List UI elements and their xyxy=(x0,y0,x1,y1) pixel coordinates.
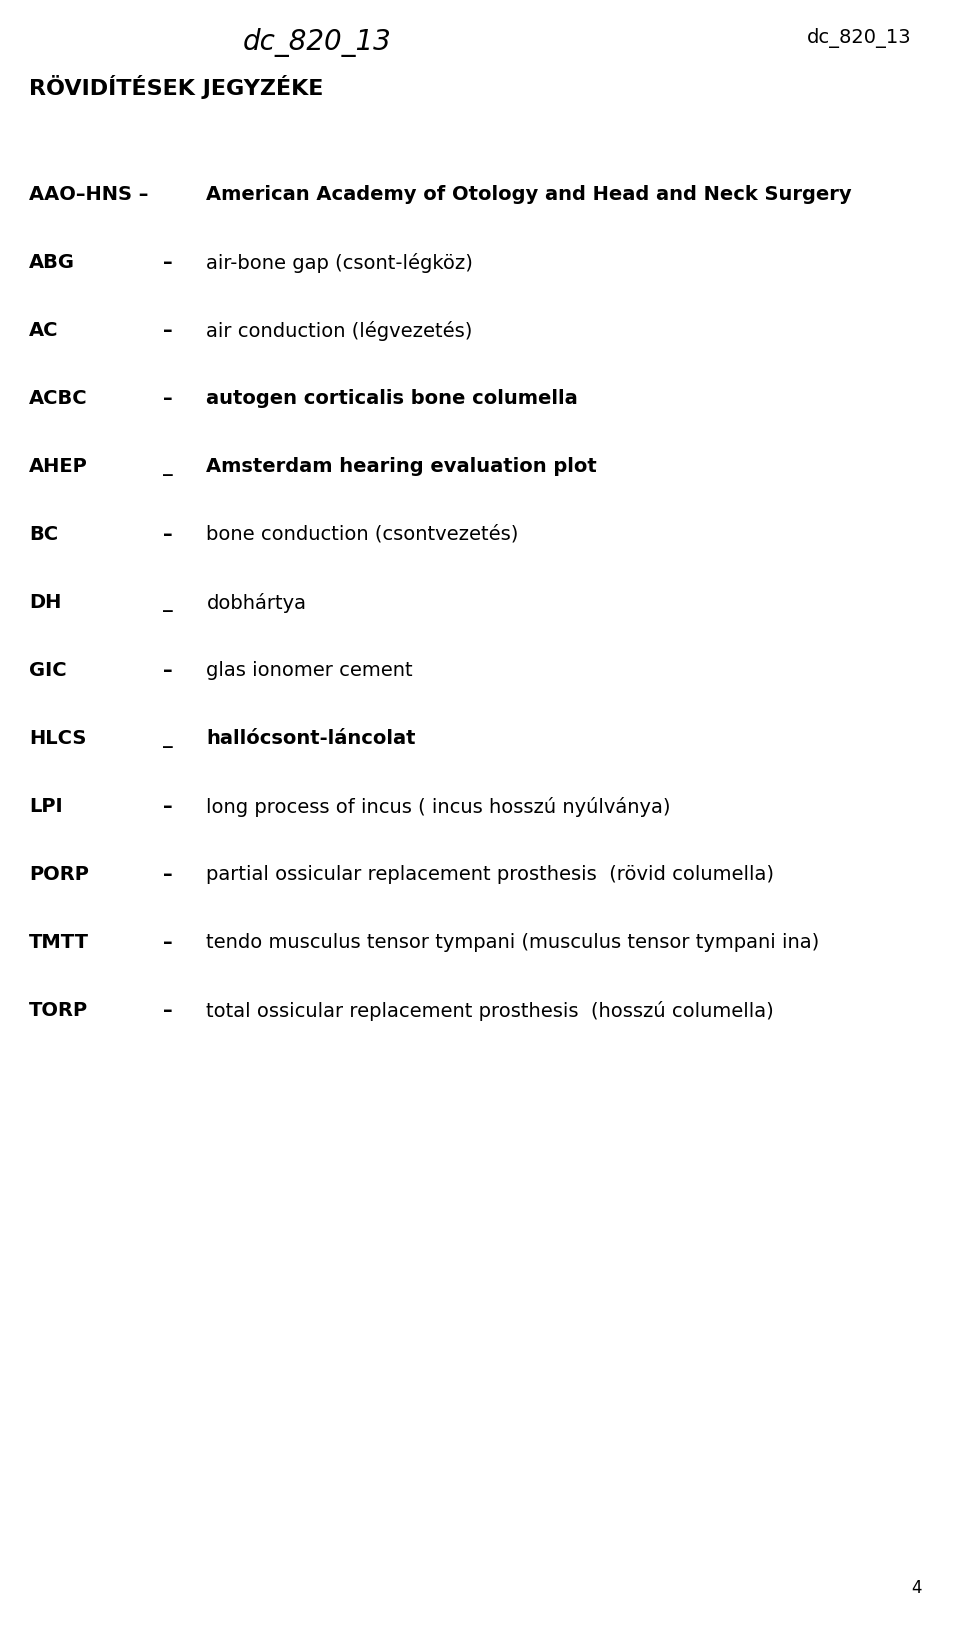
Text: BC: BC xyxy=(29,526,58,543)
Text: AC: AC xyxy=(29,321,59,340)
Text: TMTT: TMTT xyxy=(29,932,88,952)
Text: tendo musculus tensor tympani (musculus tensor tympani ina): tendo musculus tensor tympani (musculus … xyxy=(206,932,820,952)
Text: ACBC: ACBC xyxy=(29,389,87,408)
Text: air conduction (légvezetés): air conduction (légvezetés) xyxy=(206,321,472,342)
Text: dc_820_13: dc_820_13 xyxy=(807,28,911,49)
Text: bone conduction (csontvezetés): bone conduction (csontvezetés) xyxy=(206,526,518,543)
Text: _: _ xyxy=(163,729,173,748)
Text: –: – xyxy=(163,932,173,952)
Text: AHEP: AHEP xyxy=(29,457,87,477)
Text: American Academy of Otology and Head and Neck Surgery: American Academy of Otology and Head and… xyxy=(206,185,852,203)
Text: long process of incus ( incus hosszú nyúlványa): long process of incus ( incus hosszú nyú… xyxy=(206,797,671,817)
Text: 4: 4 xyxy=(911,1578,922,1598)
Text: dobhártya: dobhártya xyxy=(206,592,306,613)
Text: –: – xyxy=(163,1001,173,1020)
Text: HLCS: HLCS xyxy=(29,729,86,748)
Text: autogen corticalis bone columella: autogen corticalis bone columella xyxy=(206,389,578,408)
Text: _: _ xyxy=(163,592,173,612)
Text: _: _ xyxy=(163,457,173,477)
Text: TORP: TORP xyxy=(29,1001,88,1020)
Text: LPI: LPI xyxy=(29,797,62,817)
Text: –: – xyxy=(163,661,173,680)
Text: PORP: PORP xyxy=(29,866,88,883)
Text: partial ossicular replacement prosthesis  (rövid columella): partial ossicular replacement prosthesis… xyxy=(206,866,775,883)
Text: –: – xyxy=(163,797,173,817)
Text: total ossicular replacement prosthesis  (hosszú columella): total ossicular replacement prosthesis (… xyxy=(206,1001,774,1022)
Text: glas ionomer cement: glas ionomer cement xyxy=(206,661,413,680)
Text: DH: DH xyxy=(29,592,61,612)
Text: –: – xyxy=(163,389,173,408)
Text: AAO–HNS –: AAO–HNS – xyxy=(29,185,148,203)
Text: RÖVIDÍTÉSEK JEGYZÉKE: RÖVIDÍTÉSEK JEGYZÉKE xyxy=(29,75,324,99)
Text: –: – xyxy=(163,321,173,340)
Text: Amsterdam hearing evaluation plot: Amsterdam hearing evaluation plot xyxy=(206,457,597,477)
Text: GIC: GIC xyxy=(29,661,66,680)
Text: ABG: ABG xyxy=(29,254,75,272)
Text: –: – xyxy=(163,254,173,272)
Text: dc_820_13: dc_820_13 xyxy=(243,28,391,57)
Text: –: – xyxy=(163,526,173,543)
Text: –: – xyxy=(163,866,173,883)
Text: hallócsont-láncolat: hallócsont-láncolat xyxy=(206,729,416,748)
Text: air-bone gap (csont-légköz): air-bone gap (csont-légköz) xyxy=(206,254,473,273)
